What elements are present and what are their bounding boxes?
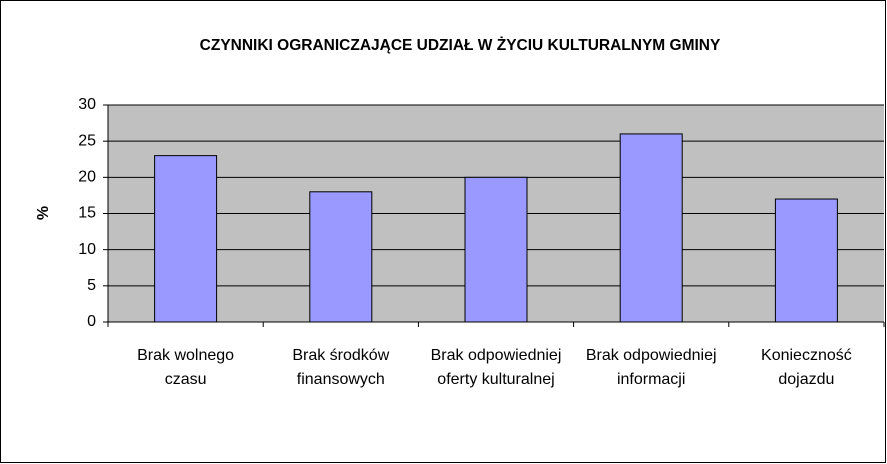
x-tick-label: Brak odpowiedniej informacji: [585, 347, 717, 388]
bar: [464, 176, 528, 323]
y-tick-label: 0: [87, 313, 96, 330]
bar: [774, 198, 838, 323]
y-tick-label: 15: [78, 205, 96, 222]
y-tick-label: 25: [78, 132, 96, 149]
x-tick-label: Konieczność dojazdu: [761, 347, 852, 388]
bar: [154, 155, 218, 323]
chart-title: CZYNNIKI OGRANICZAJĄCE UDZIAŁ W ŻYCIU KU…: [200, 37, 721, 54]
y-tick-label: 5: [87, 277, 96, 294]
bar: [619, 133, 683, 323]
y-axis-label: %: [35, 206, 52, 220]
y-tick-label: 20: [78, 169, 96, 186]
x-tick-label: Brak odpowiedniej oferty kulturalnej: [430, 347, 562, 388]
y-tick-label: 30: [78, 96, 96, 113]
y-tick-label: 10: [78, 241, 96, 258]
x-tick-label: Brak środków finansowych: [292, 347, 390, 388]
x-tick-label: Brak wolnego czasu: [137, 347, 235, 388]
bar: [309, 191, 373, 323]
